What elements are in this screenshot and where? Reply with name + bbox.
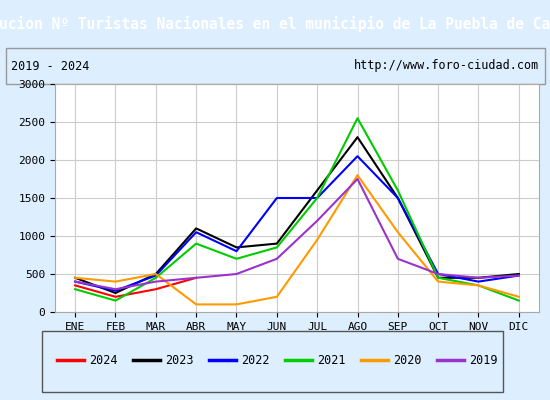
Text: http://www.foro-ciudad.com: http://www.foro-ciudad.com (354, 60, 539, 72)
Text: 2021: 2021 (317, 354, 345, 366)
Text: 2024: 2024 (89, 354, 118, 366)
Text: Evolucion Nº Turistas Nacionales en el municipio de La Puebla de Castro: Evolucion Nº Turistas Nacionales en el m… (0, 16, 550, 32)
Text: 2022: 2022 (241, 354, 270, 366)
Text: 2019: 2019 (469, 354, 497, 366)
Text: 2019 - 2024: 2019 - 2024 (11, 60, 89, 72)
Text: 2020: 2020 (393, 354, 421, 366)
Text: 2023: 2023 (165, 354, 194, 366)
